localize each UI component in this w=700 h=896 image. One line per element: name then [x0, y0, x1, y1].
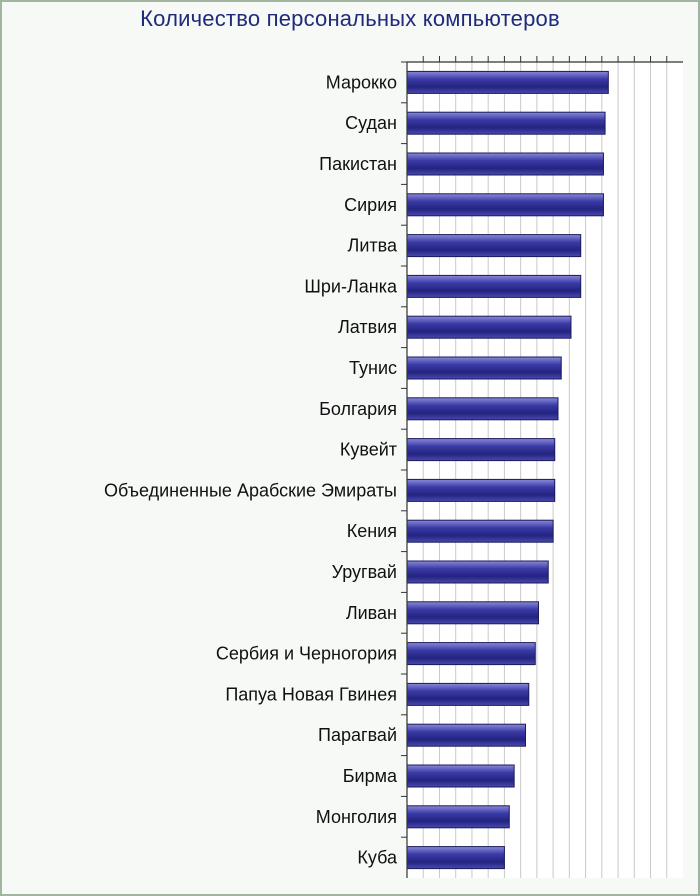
category-label: Кувейт: [340, 440, 397, 460]
category-label: Марокко: [326, 72, 397, 92]
bar: [406, 70, 609, 94]
bar: [406, 764, 515, 788]
bar: [406, 152, 604, 176]
category-label: Сербия и Черногория: [216, 644, 397, 664]
category-label: Бирма: [343, 766, 398, 786]
bar: [406, 805, 510, 829]
bar: [406, 601, 540, 625]
bar: [406, 478, 556, 502]
category-label: Парагвай: [318, 725, 397, 745]
category-label: Латвия: [338, 317, 397, 337]
bar: [406, 519, 554, 543]
category-label: Папуа Новая Гвинея: [225, 684, 397, 704]
category-label: Шри-Ланка: [304, 276, 398, 296]
category-label: Сирия: [344, 195, 397, 215]
chart-title: Количество персональных компьютеров: [140, 6, 560, 31]
bar: [406, 397, 559, 421]
category-label: Литва: [348, 236, 398, 256]
category-label: Куба: [357, 848, 398, 868]
category-label: Судан: [345, 113, 397, 133]
bar: [406, 642, 536, 666]
plot-area: [407, 62, 683, 878]
category-label: Объединенные Арабские Эмираты: [104, 480, 397, 500]
bar: [406, 560, 549, 584]
category-label: Пакистан: [319, 154, 397, 174]
category-label: Уругвай: [332, 562, 397, 582]
category-label: Тунис: [349, 358, 397, 378]
bar: [406, 193, 604, 217]
bar: [406, 682, 530, 706]
bar: [406, 846, 505, 870]
bar: [406, 234, 582, 258]
category-label: Ливан: [346, 603, 397, 623]
category-label: Монголия: [316, 807, 397, 827]
bar: [406, 315, 572, 339]
category-label: Кения: [347, 521, 397, 541]
category-label: Болгария: [319, 399, 397, 419]
bar: [406, 723, 527, 747]
bar: [406, 356, 562, 380]
bar: [406, 111, 606, 135]
bar: [406, 274, 582, 298]
bar: [406, 438, 556, 462]
